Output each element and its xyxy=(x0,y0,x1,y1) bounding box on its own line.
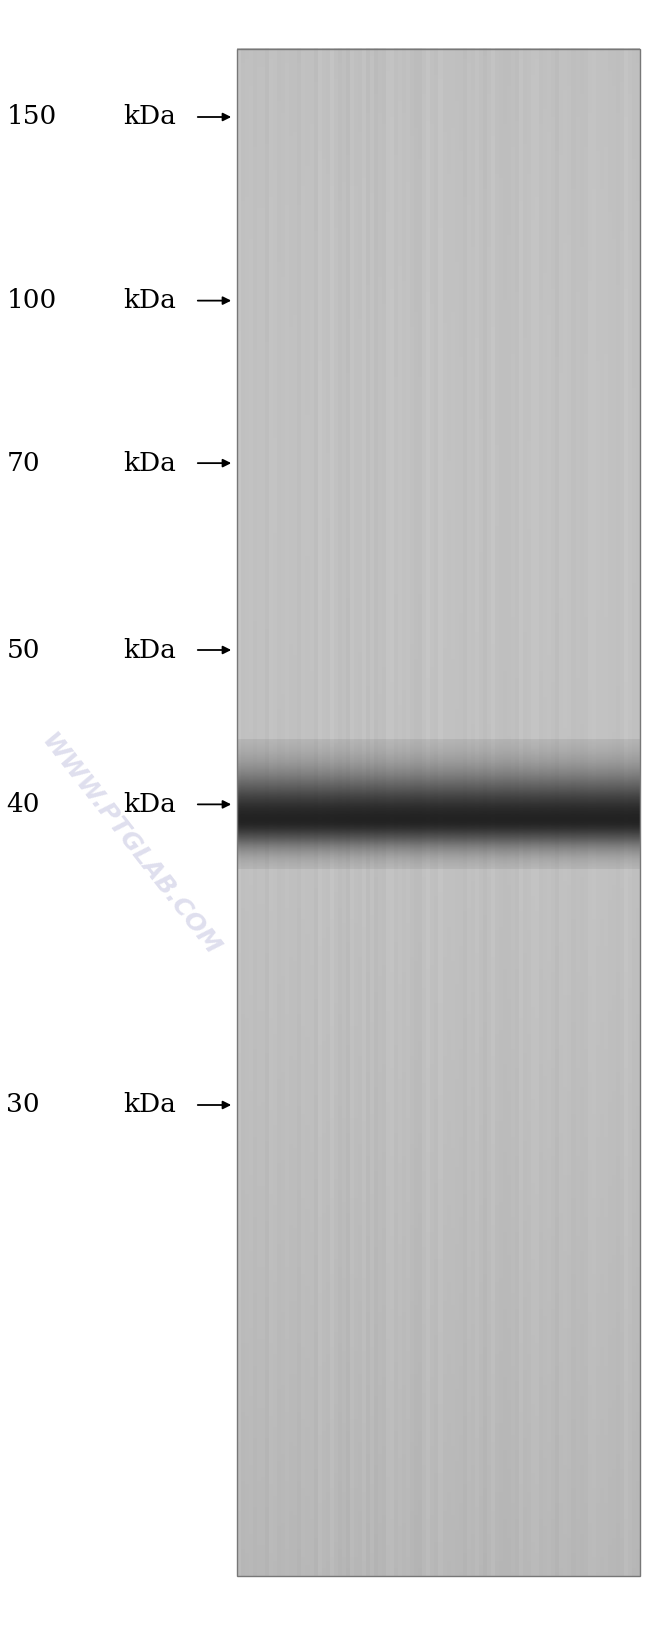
Text: WWW.PTGLAB.COM: WWW.PTGLAB.COM xyxy=(36,730,224,960)
Text: kDa: kDa xyxy=(124,1092,176,1118)
Text: 100: 100 xyxy=(6,288,57,314)
Text: 50: 50 xyxy=(6,637,40,663)
Text: kDa: kDa xyxy=(124,637,176,663)
Text: kDa: kDa xyxy=(124,288,176,314)
Text: kDa: kDa xyxy=(124,450,176,476)
Text: kDa: kDa xyxy=(124,104,176,130)
Text: 70: 70 xyxy=(6,450,40,476)
Text: kDa: kDa xyxy=(124,791,176,817)
Text: 150: 150 xyxy=(6,104,57,130)
Text: 30: 30 xyxy=(6,1092,40,1118)
Bar xyxy=(237,49,640,1576)
Text: 40: 40 xyxy=(6,791,40,817)
